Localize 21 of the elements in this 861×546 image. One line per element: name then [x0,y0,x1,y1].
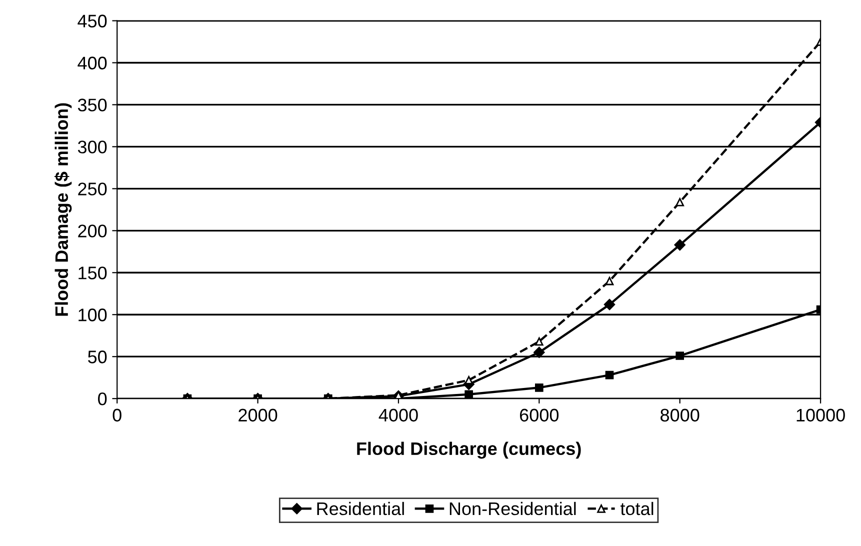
y-tick-label: 200 [78,224,107,238]
y-tick-label: 250 [78,182,107,196]
x-tick-label: 8000 [660,408,700,422]
x-tick-label: 6000 [520,408,559,422]
x-tick-label: 4000 [378,408,418,422]
y-tick-label: 100 [78,308,107,322]
x-tick-label: 0 [112,408,122,422]
y-tick-label: 150 [78,266,107,280]
y-tick-label: 0 [98,392,107,406]
legend-label: Residential [317,502,404,516]
y-tick-label: 450 [78,14,107,28]
y-axis-title: Flood Damage ($ million) [54,103,72,316]
y-tick-label: 50 [88,350,107,364]
x-tick-label: 10000 [796,408,845,422]
x-axis-title: Flood Discharge (cumecs) [357,442,581,459]
y-tick-label: 300 [78,140,107,154]
y-tick-label: 400 [78,56,107,70]
x-tick-label: 2000 [238,408,278,422]
legend-label: total [620,502,654,516]
legend-label: Non-Residential [450,502,576,516]
y-tick-label: 350 [78,98,107,112]
